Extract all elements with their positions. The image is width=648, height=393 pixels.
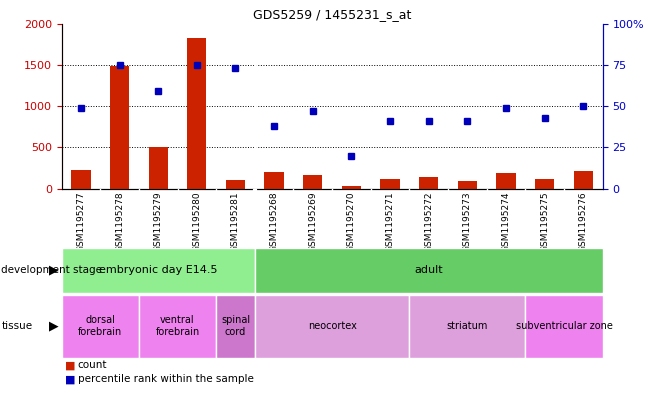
Text: GSM1195276: GSM1195276 bbox=[579, 191, 588, 252]
Bar bbox=[303, 174, 323, 189]
Bar bbox=[71, 170, 91, 189]
Bar bbox=[341, 186, 361, 189]
Text: percentile rank within the sample: percentile rank within the sample bbox=[78, 374, 253, 384]
Text: GSM1195273: GSM1195273 bbox=[463, 191, 472, 252]
Bar bbox=[216, 295, 255, 358]
Text: GSM1195270: GSM1195270 bbox=[347, 191, 356, 252]
Title: GDS5259 / 1455231_s_at: GDS5259 / 1455231_s_at bbox=[253, 8, 411, 21]
Text: tissue: tissue bbox=[1, 321, 32, 331]
Text: GSM1195278: GSM1195278 bbox=[115, 191, 124, 252]
Text: GSM1195271: GSM1195271 bbox=[386, 191, 395, 252]
Text: GSM1195277: GSM1195277 bbox=[76, 191, 86, 252]
Bar bbox=[419, 177, 439, 189]
Bar bbox=[457, 181, 477, 189]
Text: embryonic day E14.5: embryonic day E14.5 bbox=[99, 265, 218, 275]
Text: GSM1195268: GSM1195268 bbox=[270, 191, 279, 252]
Text: count: count bbox=[78, 360, 108, 371]
Bar bbox=[573, 171, 593, 189]
Bar bbox=[496, 173, 516, 189]
Text: neocortex: neocortex bbox=[308, 321, 356, 331]
Bar bbox=[380, 179, 400, 189]
Bar bbox=[264, 172, 284, 189]
Text: dorsal
forebrain: dorsal forebrain bbox=[78, 316, 122, 337]
Bar bbox=[535, 179, 554, 189]
Text: ■: ■ bbox=[65, 374, 75, 384]
Bar bbox=[148, 147, 168, 189]
Text: adult: adult bbox=[415, 265, 443, 275]
Text: GSM1195281: GSM1195281 bbox=[231, 191, 240, 252]
Bar bbox=[110, 66, 129, 189]
Text: GSM1195279: GSM1195279 bbox=[154, 191, 163, 252]
Bar bbox=[255, 248, 603, 293]
Text: ventral
forebrain: ventral forebrain bbox=[156, 316, 200, 337]
Bar bbox=[139, 295, 216, 358]
Bar bbox=[255, 295, 410, 358]
Text: GSM1195272: GSM1195272 bbox=[424, 191, 434, 252]
Text: ■: ■ bbox=[65, 360, 75, 371]
Bar bbox=[410, 295, 526, 358]
Text: GSM1195280: GSM1195280 bbox=[192, 191, 202, 252]
Bar bbox=[62, 248, 255, 293]
Bar bbox=[187, 39, 207, 189]
Text: GSM1195269: GSM1195269 bbox=[308, 191, 318, 252]
Text: ▶: ▶ bbox=[49, 320, 58, 333]
Text: development stage: development stage bbox=[1, 265, 102, 275]
Text: GSM1195275: GSM1195275 bbox=[540, 191, 549, 252]
Text: spinal
cord: spinal cord bbox=[221, 316, 250, 337]
Text: ▶: ▶ bbox=[49, 264, 58, 277]
Bar bbox=[526, 295, 603, 358]
Bar bbox=[226, 180, 245, 189]
Text: GSM1195274: GSM1195274 bbox=[502, 191, 511, 252]
Text: striatum: striatum bbox=[446, 321, 488, 331]
Text: subventricular zone: subventricular zone bbox=[516, 321, 612, 331]
Bar bbox=[62, 295, 139, 358]
